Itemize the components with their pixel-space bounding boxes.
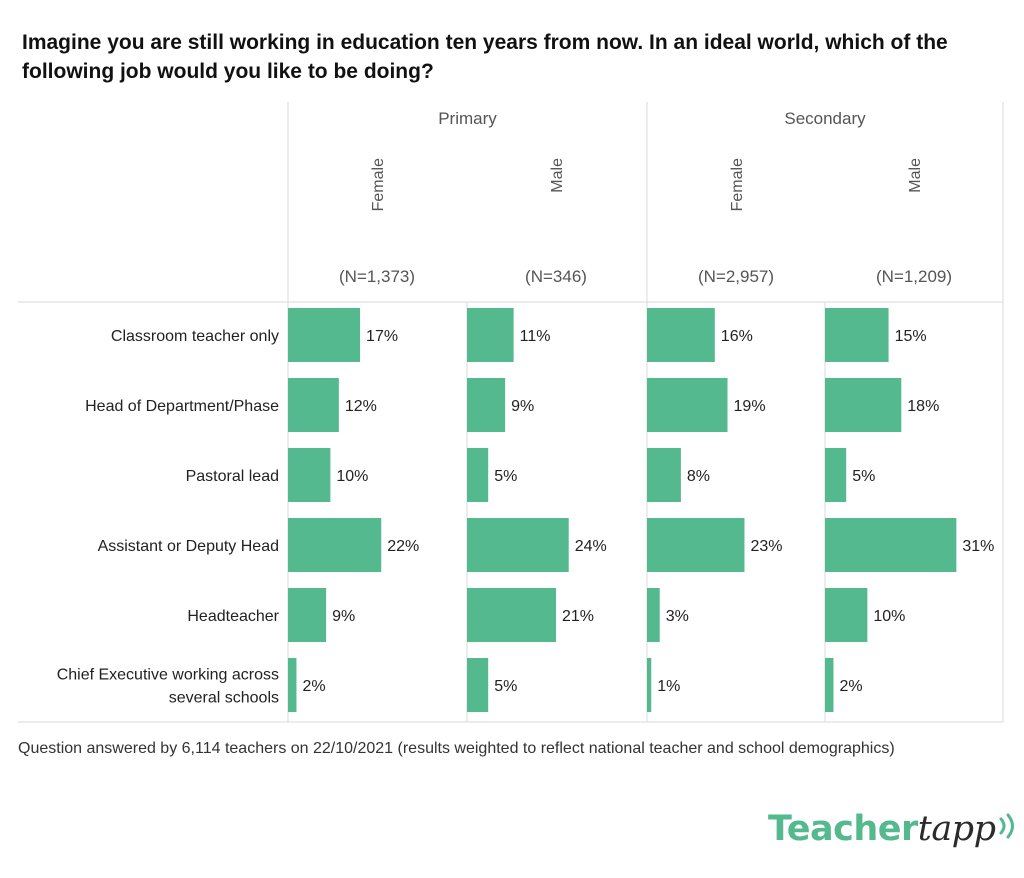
data-label: 22%	[387, 538, 419, 555]
bar	[825, 378, 902, 432]
data-label: 12%	[345, 398, 377, 415]
series-n-label: (N=346)	[525, 267, 587, 286]
data-label: 21%	[562, 608, 594, 625]
data-label: 24%	[575, 538, 607, 555]
chart-title: Imagine you are still working in educati…	[22, 31, 948, 83]
bar	[825, 308, 889, 362]
bar	[647, 308, 715, 362]
series-name: Female	[370, 158, 387, 211]
signal-waves-icon	[998, 807, 1020, 853]
data-label: 9%	[332, 608, 355, 625]
category-label: Chief Executive working across several sc…	[57, 667, 279, 707]
bar	[825, 658, 834, 712]
bar	[288, 378, 339, 432]
bar	[288, 658, 297, 712]
data-label: 15%	[895, 328, 927, 345]
data-label: 1%	[657, 678, 680, 695]
series-name: Female	[729, 158, 746, 211]
data-label: 2%	[839, 678, 862, 695]
bar	[647, 588, 660, 642]
category-label: Classroom teacher only	[111, 328, 279, 345]
data-label: 5%	[494, 678, 517, 695]
data-label: 10%	[336, 468, 368, 485]
data-label: 19%	[734, 398, 766, 415]
bar	[467, 518, 569, 572]
bar	[647, 518, 745, 572]
bar	[288, 518, 382, 572]
group-header: Primary	[438, 109, 497, 128]
bar	[647, 448, 681, 502]
series-name: Male	[549, 158, 566, 193]
logo-word-teacher: Teacher	[768, 809, 918, 849]
bar	[467, 308, 514, 362]
category-label: Head of Department/Phase	[85, 398, 279, 415]
data-label: 3%	[666, 608, 689, 625]
data-label: 9%	[511, 398, 534, 415]
bar	[467, 448, 489, 502]
bar	[467, 658, 489, 712]
bar	[647, 658, 652, 712]
footnote: Question answered by 6,114 teachers on 2…	[18, 740, 895, 757]
bar	[825, 588, 868, 642]
data-label: 11%	[520, 328, 551, 345]
data-label: 5%	[494, 468, 517, 485]
series-n-label: (N=2,957)	[698, 267, 774, 286]
data-label: 31%	[962, 538, 994, 555]
bar	[288, 308, 361, 362]
bar	[288, 448, 331, 502]
data-label: 8%	[687, 468, 710, 485]
teachertapp-logo: Teachertapp	[768, 806, 1020, 856]
bar	[467, 588, 556, 642]
data-label: 5%	[852, 468, 875, 485]
series-name: Male	[907, 158, 924, 193]
bar	[825, 518, 957, 572]
category-label: Headteacher	[187, 608, 279, 625]
data-label: 2%	[302, 678, 325, 695]
bar	[647, 378, 728, 432]
category-label: Pastoral lead	[186, 468, 279, 485]
data-label: 23%	[750, 538, 782, 555]
grouped-bar-chart: Classroom teacher only Head of Department…	[18, 102, 1004, 723]
data-label: 10%	[873, 608, 905, 625]
series-n-label: (N=1,373)	[339, 267, 415, 286]
logo-word-tapp: tapp	[917, 809, 996, 849]
bar	[467, 378, 506, 432]
data-label: 16%	[721, 328, 753, 345]
data-label: 17%	[366, 328, 398, 345]
bar	[288, 588, 327, 642]
data-label: 18%	[907, 398, 939, 415]
category-label: Assistant or Deputy Head	[98, 538, 279, 555]
group-header: Secondary	[784, 109, 866, 128]
series-n-label: (N=1,209)	[876, 267, 952, 286]
bar	[825, 448, 847, 502]
